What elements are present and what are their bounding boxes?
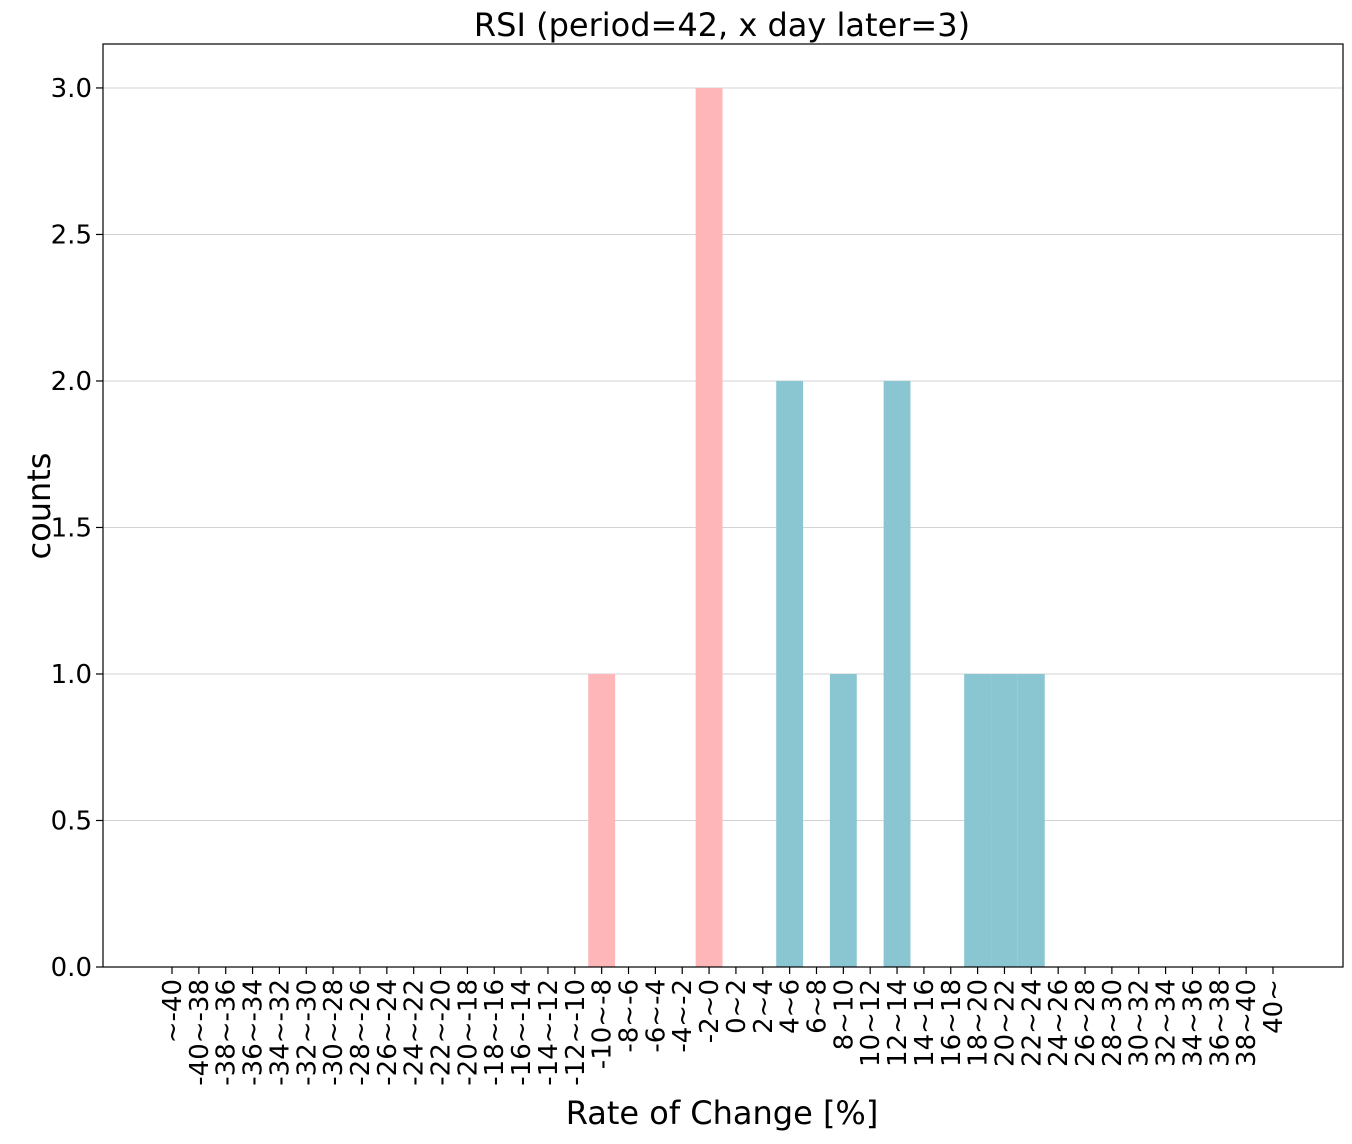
x-tick-label: 4~6	[776, 979, 806, 1034]
x-tick-label: 0~2	[722, 979, 752, 1034]
bars	[588, 87, 1045, 967]
x-tick-label: 40~	[1259, 979, 1289, 1034]
bar-27	[883, 380, 911, 967]
x-tick-label: -24~-22	[400, 979, 430, 1086]
bar-32	[1017, 673, 1045, 967]
y-axis-label: counts	[20, 453, 58, 560]
x-tick-label: -26~-24	[373, 979, 403, 1086]
x-tick-label: -8~-6	[615, 979, 645, 1053]
x-tick-label: -20~-18	[453, 979, 483, 1086]
x-tick-label: -28~-26	[346, 979, 376, 1086]
x-tick-label: 32~34	[1152, 979, 1182, 1067]
x-tick-label: 16~18	[937, 979, 967, 1067]
x-tick-label: -22~-20	[427, 979, 457, 1086]
x-ticks: ~-40-40~-38-38~-36-36~-34-34~-32-32~-30-…	[158, 967, 1289, 1086]
x-tick-label: -16~-14	[507, 979, 537, 1086]
y-tick-label: 1.0	[51, 660, 92, 690]
x-tick-label: 26~28	[1071, 979, 1101, 1067]
x-tick-label: -38~-36	[212, 979, 242, 1086]
y-tick-label: 2.0	[51, 367, 92, 397]
bar-25	[829, 673, 857, 967]
bar-16	[588, 673, 616, 967]
x-tick-label: -32~-30	[292, 979, 322, 1086]
x-tick-label: 12~14	[883, 979, 913, 1067]
y-tick-label: 3.0	[51, 74, 92, 104]
x-tick-label: -4~-2	[668, 979, 698, 1053]
x-tick-label: -18~-16	[480, 979, 510, 1086]
x-tick-label: 2~4	[749, 979, 779, 1034]
x-axis-label: Rate of Change [%]	[566, 1094, 879, 1132]
bar-23	[776, 380, 804, 967]
x-tick-label: 22~24	[1017, 979, 1047, 1067]
x-tick-label: 6~8	[802, 979, 832, 1034]
x-tick-label: 34~36	[1178, 979, 1208, 1067]
bar-31	[991, 673, 1018, 967]
x-tick-label: 28~30	[1098, 979, 1128, 1067]
x-tick-label: 8~10	[829, 979, 859, 1050]
x-tick-label: -6~-4	[641, 979, 671, 1053]
x-tick-label: 36~38	[1205, 979, 1235, 1067]
x-tick-label: 30~32	[1125, 979, 1155, 1067]
x-tick-label: 24~26	[1044, 979, 1074, 1067]
chart-title: RSI (period=42, x day later=3)	[474, 6, 970, 44]
x-tick-label: 38~40	[1232, 979, 1262, 1067]
x-tick-label: -10~-8	[588, 979, 618, 1069]
y-tick-label: 0.5	[51, 806, 92, 836]
y-tick-label: 1.5	[51, 513, 92, 543]
x-tick-label: -12~-10	[561, 979, 591, 1086]
plot-frame	[102, 43, 1344, 968]
bar-30	[964, 673, 992, 967]
x-tick-label: 10~12	[856, 979, 886, 1067]
x-tick-label: 18~20	[964, 979, 994, 1067]
x-tick-label: -30~-28	[319, 979, 349, 1086]
x-tick-label: 14~16	[910, 979, 940, 1067]
x-tick-label: -36~-34	[239, 979, 269, 1086]
y-ticks: 0.0 0.5 1.0 1.5 2.0 2.5 3.0	[51, 74, 103, 983]
x-tick-label: -34~-32	[265, 979, 295, 1086]
grid-lines	[103, 87, 1343, 968]
y-tick-label: 0.0	[51, 953, 92, 983]
x-tick-label: ~-40	[158, 979, 188, 1043]
x-tick-label: -2~0	[695, 979, 725, 1043]
x-tick-label: -14~-12	[534, 979, 564, 1086]
bar-20	[695, 87, 723, 967]
x-tick-label: 20~22	[990, 979, 1020, 1067]
y-tick-label: 2.5	[51, 220, 92, 250]
x-tick-label: -40~-38	[185, 979, 215, 1086]
